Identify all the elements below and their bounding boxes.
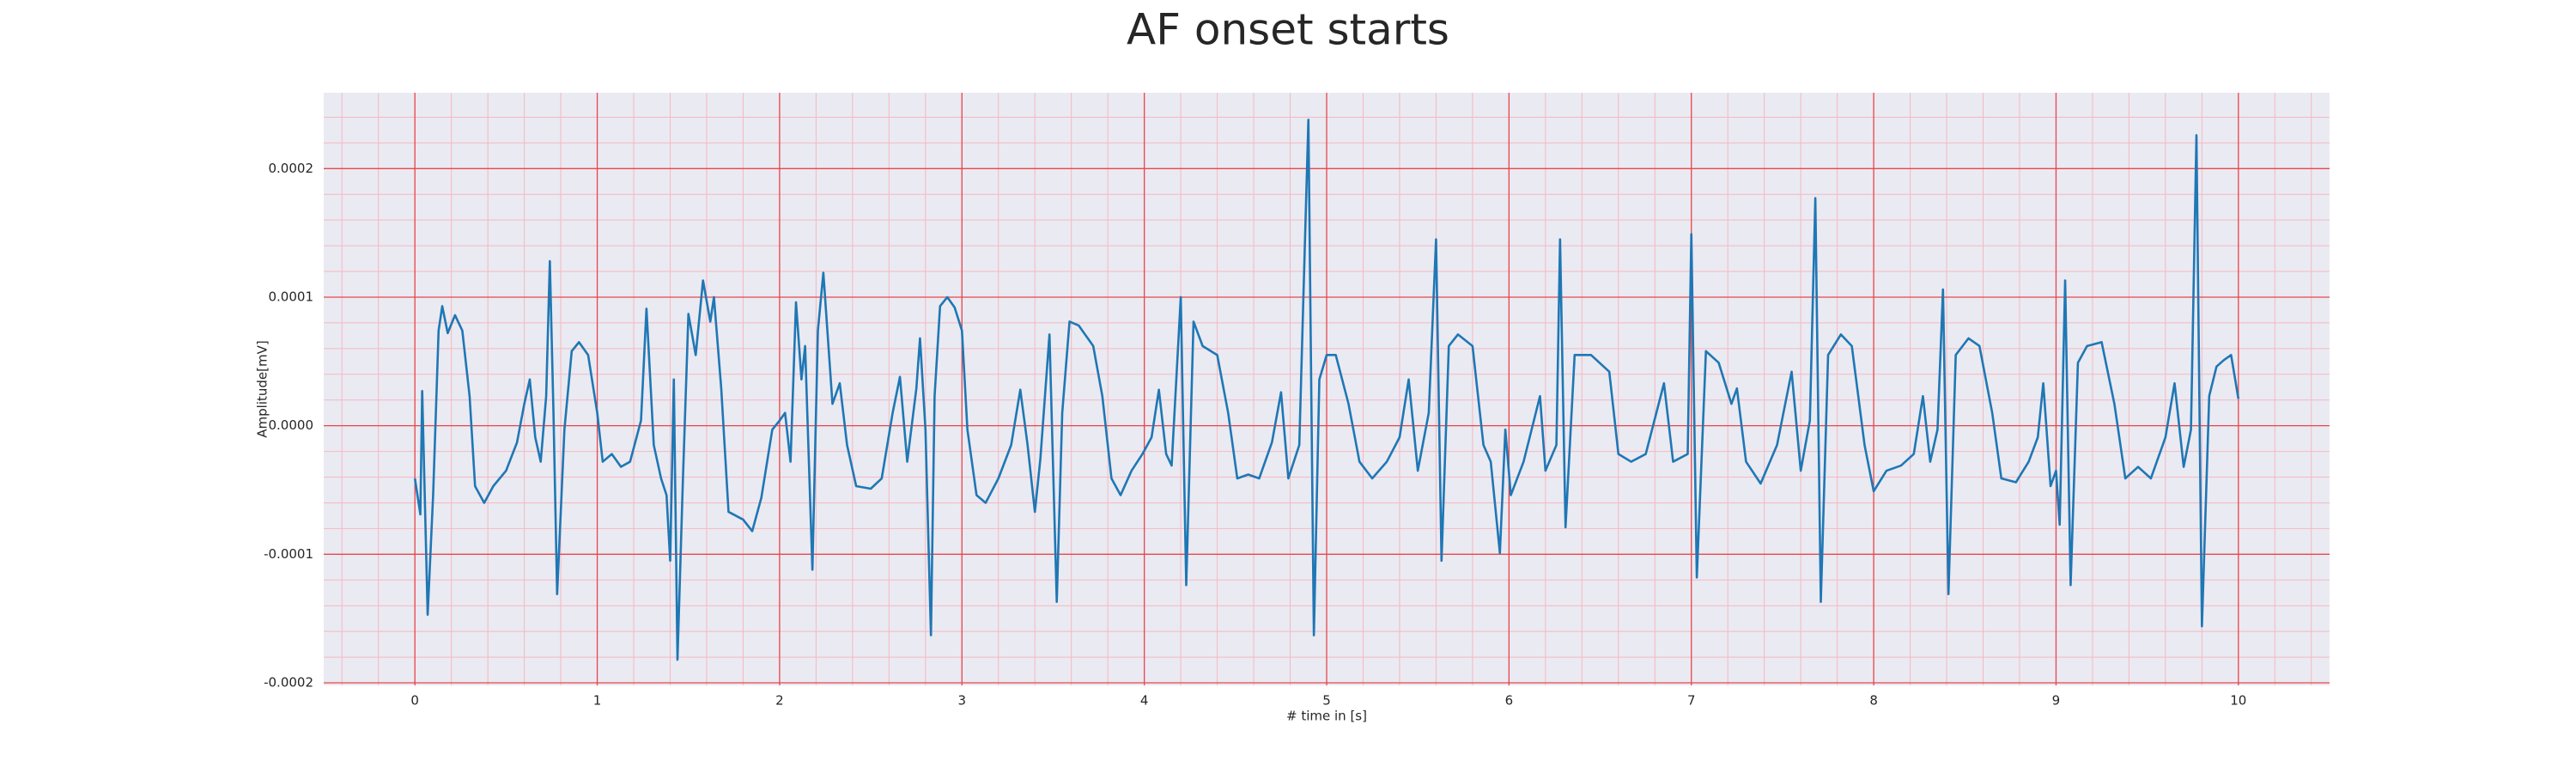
x-tick-label: 5 xyxy=(1322,693,1331,709)
x-tick-label: 7 xyxy=(1687,693,1696,709)
x-tick-label: 9 xyxy=(2052,693,2061,709)
x-axis-label: # time in [s] xyxy=(1286,709,1367,724)
y-tick-label: 0.0000 xyxy=(269,417,314,433)
chart-title: AF onset starts xyxy=(1127,5,1449,55)
signal-line xyxy=(413,119,2240,661)
y-tick-label: 0.0002 xyxy=(269,161,314,176)
x-tick-label: 8 xyxy=(1869,693,1878,709)
y-tick-label: -0.0002 xyxy=(264,675,313,691)
x-tick-label: 2 xyxy=(775,693,784,709)
x-tick-label: 1 xyxy=(593,693,602,709)
x-tick-label: 4 xyxy=(1140,693,1149,709)
x-tick-label: 0 xyxy=(410,693,419,709)
x-tick-label: 10 xyxy=(2230,693,2246,709)
x-tick-label: 6 xyxy=(1505,693,1514,709)
y-tick-label: 0.0001 xyxy=(269,289,314,304)
plot-marks xyxy=(413,119,2240,661)
y-axis-label: Amplitude[mV] xyxy=(255,340,270,437)
y-tick-label: -0.0001 xyxy=(264,546,313,562)
major-grid xyxy=(324,93,2330,685)
x-tick-label: 3 xyxy=(957,693,966,709)
